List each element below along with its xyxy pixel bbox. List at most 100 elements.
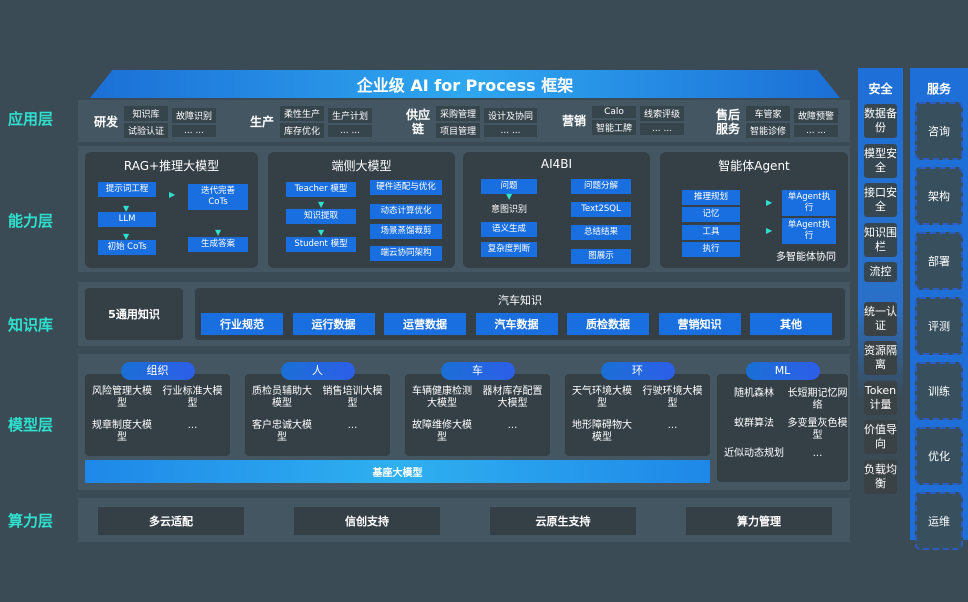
app-column: 线索评级 ... ... (640, 106, 685, 135)
compute-item: 云原生支持 (490, 507, 636, 535)
app-item: 柔性生产 (280, 106, 325, 121)
service-item: 训练 (915, 362, 963, 420)
service-item: 架构 (915, 167, 963, 225)
compute-item: 多云适配 (98, 507, 244, 535)
arrow-down-icon: ▼ (318, 200, 325, 209)
block: 执行 (682, 242, 740, 257)
model-item: ... (347, 420, 358, 431)
security-item: 接口安全 (864, 183, 897, 217)
model-item: 客户忠诚大模型 (252, 420, 312, 443)
services-column: 服务 咨询 架构 部署 评测 训练 优化 运维 (910, 68, 968, 550)
security-item: 负载均衡 (864, 459, 897, 494)
app-item: ... ... (640, 123, 685, 135)
model-item: 长短期记忆网络 (787, 388, 848, 411)
app-item: 智能诊修 (746, 123, 791, 138)
model-category-tag: 组织 (120, 362, 195, 380)
app-category: 生产 (249, 115, 274, 129)
security-column: 安全 数据备份 模型安全 接口安全 知识围栏 流控 统一认证 资源隔离 Token计量 价值导向… (858, 68, 903, 540)
app-item: 智能工牌 (592, 120, 637, 135)
layer-label-compute: 算力层 (8, 512, 54, 530)
app-item: ... ... (328, 124, 373, 137)
block: 生成答案 (188, 237, 248, 252)
knowledge-item: 汽车数据 (475, 313, 558, 335)
knowledge-item: 行业规范 (201, 313, 283, 335)
compute-item: 算力管理 (686, 507, 832, 535)
app-item: 库存优化 (280, 123, 325, 138)
block: Teacher 模型 (286, 182, 356, 197)
security-title: 安全 (868, 82, 893, 96)
knowledge-item: 营销知识 (658, 313, 741, 335)
model-panel: ML 随机森林 长短期记忆网络 蚁群算法 多变量灰色模型 近似动态规划... (717, 362, 848, 482)
model-category-tag: 人 (280, 362, 355, 380)
app-group: 售后服务 车管家 智能诊修 故障预警... ... (714, 106, 839, 138)
model-item: 多变量灰色模型 (787, 418, 848, 441)
app-item: 生产计划 (328, 107, 373, 123)
model-panel: 人质检员辅助大模型 销售培训大模型 客户忠诚大模型... (245, 362, 390, 456)
app-column: 设计及协同... ... (484, 107, 538, 137)
model-item: 车辆健康检测大模型 (412, 386, 472, 409)
app-column: 故障预警... ... (794, 107, 839, 137)
block: Student 模型 (286, 237, 356, 252)
security-item: 模型安全 (864, 143, 897, 178)
app-category: 研发 (93, 115, 118, 129)
security-item: 资源隔离 (864, 341, 897, 375)
block: 记忆 (682, 207, 740, 222)
security-item: Token计量 (864, 380, 897, 415)
app-item: 采购管理 (436, 106, 481, 121)
model-item: 规章制度大模型 (92, 420, 152, 443)
app-item: 知识库 (124, 106, 169, 121)
app-category: 供应链 (405, 108, 430, 136)
model-item: 蚁群算法 (734, 418, 774, 429)
service-item: 优化 (915, 427, 963, 485)
block: 推理规划 (682, 190, 740, 205)
base-model-bar: 基座大模型 (85, 460, 710, 483)
app-item: 故障预警 (794, 107, 839, 123)
arrow-right-icon: ▶ (766, 226, 773, 235)
block: 动态计算优化 (370, 204, 442, 219)
block: 知识提取 (286, 209, 356, 224)
security-item: 统一认证 (864, 301, 897, 336)
services-title: 服务 (926, 82, 951, 96)
block: 场景蒸馏裁剪 (370, 224, 442, 239)
block: 问题分解 (571, 179, 631, 194)
app-item: 设计及协同 (484, 107, 538, 123)
arrow-down-icon: ▼ (318, 228, 325, 237)
label: 多智能体协同 (776, 252, 836, 263)
panel-title: AI4BI (540, 157, 573, 171)
auto-knowledge-panel: 汽车知识 行业规范 运行数据 运营数据 汽车数据 质检数据 营销知识 其他 (195, 288, 845, 340)
app-group: 供应链 采购管理项目管理 设计及协同... ... (404, 106, 538, 138)
arrow-down-icon: ▼ (506, 192, 513, 201)
app-group: 营销 Calo 智能工牌 线索评级 ... ... (560, 106, 685, 135)
label: 意图识别 (490, 205, 527, 215)
app-column: 采购管理 项目管理 (436, 106, 481, 138)
app-item: 车管家 (746, 106, 791, 121)
model-item: 故障维修大模型 (412, 420, 472, 443)
auto-knowledge-title: 汽车知识 (498, 294, 542, 307)
model-panel: 组织 风险管理大模型 行业标准大模型 规章制度大模型... (85, 362, 230, 456)
app-group: 生产 柔性生产库存优化 生产计划... ... (248, 106, 373, 138)
block: Text2SQL (571, 202, 631, 217)
panel-title: 端侧大模型 (331, 159, 392, 173)
knowledge-item: 其他 (750, 313, 832, 335)
app-item: ... ... (172, 124, 217, 137)
service-item: 运维 (915, 492, 963, 550)
model-panel: 车车辆健康检测大模型 器材库存配置大模型 故障维修大模型... (405, 362, 550, 456)
panel-ai4bi: AI4BI 问题 ▼ 意图识别 语义生成 复杂度判断 问题分解 Text2SQL… (463, 152, 650, 268)
service-item: 咨询 (915, 102, 963, 160)
security-item: 价值导向 (864, 420, 897, 454)
block: 语义生成 (481, 222, 537, 237)
app-column: 故障识别... ... (172, 107, 217, 137)
service-item: 评测 (915, 297, 963, 355)
knowledge-item: 运营数据 (384, 313, 466, 335)
model-category-tag: ML (745, 362, 820, 380)
block: 总结结果 (571, 225, 631, 240)
block: 图展示 (571, 249, 631, 264)
app-item: 试验认证 (124, 123, 169, 138)
app-item: ... ... (794, 124, 839, 137)
block: 迭代完善 CoTs (188, 184, 248, 210)
security-item: 知识围栏 (864, 222, 897, 257)
knowledge-item: 质检数据 (567, 313, 649, 335)
panel-title: RAG+推理大模型 (123, 159, 220, 173)
app-item: 项目管理 (436, 123, 481, 138)
panel-edge-model: 端侧大模型 Teacher 模型 ▼ 知识提取 ▼ Student 模型 硬件适… (268, 152, 455, 268)
